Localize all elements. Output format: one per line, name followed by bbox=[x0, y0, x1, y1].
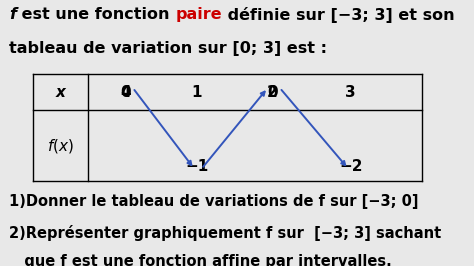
Text: 3: 3 bbox=[346, 85, 356, 100]
Text: tableau de variation sur [0; 3] est :: tableau de variation sur [0; 3] est : bbox=[9, 41, 328, 56]
Text: f: f bbox=[9, 7, 17, 22]
Text: est une fonction: est une fonction bbox=[17, 7, 175, 22]
Text: que f est une fonction affine par intervalles.: que f est une fonction affine par interv… bbox=[9, 254, 392, 266]
Text: définie sur [−3; 3] et son: définie sur [−3; 3] et son bbox=[222, 7, 455, 23]
Text: x: x bbox=[55, 85, 65, 100]
Text: −1: −1 bbox=[185, 159, 209, 174]
Text: 0: 0 bbox=[120, 85, 131, 100]
Text: 1: 1 bbox=[191, 85, 202, 100]
Text: paire: paire bbox=[175, 7, 222, 22]
Text: 2)Représenter graphiquement f sur  [−3; 3] sachant: 2)Représenter graphiquement f sur [−3; 3… bbox=[9, 225, 442, 241]
Text: 1)Donner le tableau de variations de f sur [−3; 0]: 1)Donner le tableau de variations de f s… bbox=[9, 194, 419, 209]
Text: 2: 2 bbox=[267, 85, 278, 100]
Text: $f(x)$: $f(x)$ bbox=[47, 137, 74, 155]
Text: 4: 4 bbox=[120, 85, 131, 100]
Text: −2: −2 bbox=[339, 159, 363, 174]
Text: 0: 0 bbox=[267, 85, 278, 100]
